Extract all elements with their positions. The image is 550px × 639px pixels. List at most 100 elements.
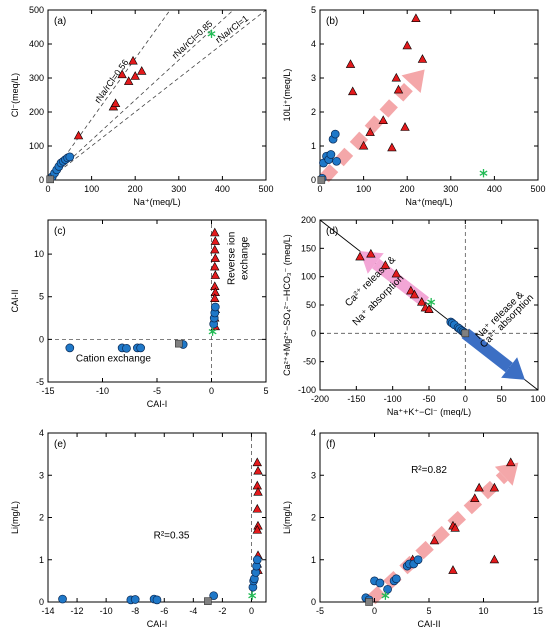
square-point (204, 597, 212, 605)
x-axis-label: CAI-I (147, 619, 168, 629)
y-tick-label: 2 (311, 107, 316, 117)
x-tick-label: -2 (218, 606, 226, 616)
panel-b: 0 100 200 300 400 500 0 1 2 3 4 5 Na⁺(meq/L) 10Li⁺(me… (282, 5, 546, 207)
triangle-point (73, 130, 84, 140)
plot-frame (319, 9, 539, 181)
triangle-point (366, 248, 376, 258)
panel-c: Reverse ion exchange Cation exchange -15 -10… (10, 219, 269, 409)
asterisk-point (208, 329, 217, 335)
ratio-line-label: rNa/rCl=0.56 (92, 58, 130, 105)
triangle-point (393, 84, 404, 94)
x-tick-label: -5 (153, 386, 161, 396)
trend-arrow-segment (379, 99, 398, 118)
x-axis-label: CAI-II (417, 619, 440, 629)
triangle-point (253, 465, 263, 475)
x-tick-label: 10 (478, 606, 488, 616)
triangle-point (110, 98, 121, 107)
y-axis-label: Li(mg/L) (282, 501, 292, 534)
square-point (365, 598, 373, 606)
annotation-reverse-ion: Reverse ion (226, 232, 237, 285)
y-tick-label: 0 (39, 597, 44, 607)
x-tick-label: -100 (384, 394, 402, 404)
plot-frame (47, 432, 267, 603)
trend-arrow-head (401, 69, 425, 94)
r-squared-label: R²=0.82 (411, 465, 447, 476)
triangle-point (391, 72, 402, 82)
y-tick-label: 4 (39, 428, 44, 438)
x-tick-label: 500 (530, 184, 545, 194)
circle-point (413, 555, 423, 565)
circle-point (330, 129, 340, 139)
circle-point (391, 574, 401, 584)
y-tick-label: 4 (311, 428, 316, 438)
triangle-point (252, 503, 262, 513)
y-tick-label: 300 (29, 73, 44, 83)
y-tick-label: 10 (34, 249, 44, 259)
triangle-point (506, 457, 516, 467)
x-axis-label: CAI-I (147, 399, 168, 409)
circle-point (210, 302, 220, 312)
panel-e: R²=0.35 -14 -12 -10 -8 -6 -4 -2 0 0 1 2 3 4 CAI-I Li(mg… (10, 428, 267, 629)
trend-arrow-segment (364, 115, 383, 134)
blue-arrow-head (501, 357, 525, 380)
y-tick-label: -100 (298, 385, 316, 395)
triangle-point (450, 522, 460, 532)
x-tick-label: -8 (131, 606, 139, 616)
x-tick-label: 50 (497, 394, 507, 404)
panel-label: (e) (54, 439, 66, 450)
triangle-point (137, 66, 147, 75)
x-tick-label: 500 (258, 184, 273, 194)
triangle-point (210, 261, 220, 271)
triangle-point (400, 122, 410, 131)
panel-label: (f) (326, 439, 335, 450)
circle-point (136, 343, 145, 353)
x-tick-label: 100 (356, 184, 371, 194)
circle-point (252, 555, 262, 565)
y-tick-label: 0 (311, 597, 316, 607)
triangle-point (409, 289, 420, 299)
circle-point (332, 156, 341, 166)
x-tick-label: 0 (45, 184, 50, 194)
trend-arrow-head (494, 462, 519, 486)
trend-arrow-segment (394, 83, 413, 102)
trend-arrow-segment (349, 131, 369, 151)
y-tick-label: -50 (303, 357, 316, 367)
y-tick-label: 50 (306, 300, 316, 310)
y-tick-label: 100 (301, 272, 316, 282)
x-tick-label: 300 (443, 184, 458, 194)
plot-frame (47, 9, 267, 181)
triangle-point (424, 304, 434, 314)
x-axis-label: Na⁺(meq/L) (133, 197, 180, 207)
triangle-point (474, 482, 484, 492)
triangle-point (489, 554, 500, 564)
trend-arrow-segment (495, 471, 508, 485)
y-axis-label: 10Li⁺(meq/L) (282, 69, 292, 122)
y-tick-label: 3 (311, 470, 316, 480)
triangle-point (130, 71, 140, 80)
y-axis-label: CAI-II (10, 289, 20, 312)
triangle-point (380, 260, 391, 269)
circle-point (65, 152, 75, 162)
x-tick-label: 0 (209, 386, 214, 396)
y-tick-label: 0 (39, 334, 44, 344)
triangle-point (252, 480, 262, 490)
triangle-point (402, 40, 412, 50)
ratio-line-label: rNa/rCl=1 (213, 13, 250, 45)
triangle-point (252, 457, 262, 467)
y-tick-label: 0 (311, 328, 316, 338)
y-tick-label: 2 (311, 513, 316, 523)
triangle-point (210, 270, 221, 279)
x-tick-label: 5 (263, 386, 268, 396)
triangle-point (417, 54, 428, 63)
triangle-point (406, 285, 416, 295)
x-tick-label: 15 (533, 606, 543, 616)
y-tick-label: 3 (39, 470, 44, 480)
x-tick-label: -6 (160, 606, 168, 616)
circle-point (58, 594, 67, 604)
x-tick-label: 400 (487, 184, 502, 194)
triangle-point (128, 55, 138, 65)
x-tick-label: -150 (347, 394, 365, 404)
asterisk-point (427, 299, 436, 305)
